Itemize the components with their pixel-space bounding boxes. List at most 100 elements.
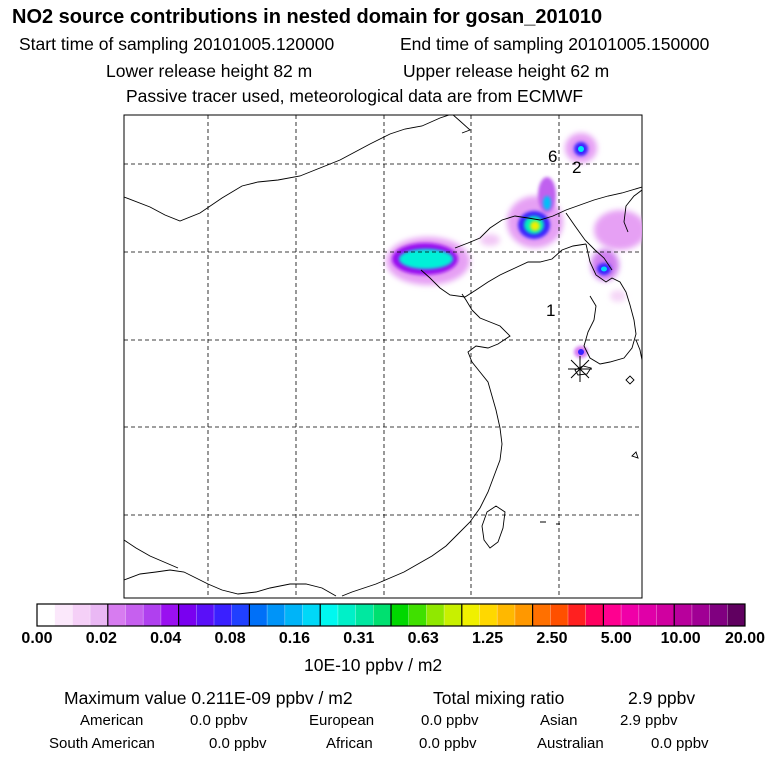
- colorbar-tick-label: 2.50: [536, 630, 568, 647]
- european-label: European: [309, 712, 375, 729]
- colorbar-swatch: [709, 604, 728, 626]
- colorbar-swatch: [408, 604, 427, 626]
- south-american-value: 0.0 ppbv: [209, 735, 267, 752]
- coast-china-east: [341, 309, 511, 597]
- marker-1: 1: [546, 301, 555, 320]
- coast-taiwan: [481, 505, 506, 549]
- island-b: [631, 451, 639, 459]
- colorbar-tick-label: 0.08: [214, 630, 246, 647]
- colorbar-swatch: [585, 604, 604, 626]
- total-mixing-ratio-label: Total mixing ratio: [433, 688, 565, 708]
- colorbar-swatch: [143, 604, 162, 626]
- upper-release-label: Upper release height 62 m: [403, 61, 610, 81]
- colorbar-swatch: [479, 604, 498, 626]
- plume-north-yellow: [530, 221, 540, 231]
- south-american-label: South American: [49, 735, 155, 752]
- marker-6: 6: [548, 147, 557, 166]
- african-value: 0.0 ppbv: [419, 735, 477, 752]
- marker-2: 2: [572, 158, 581, 177]
- colorbar-tick-label: 0.00: [21, 630, 53, 647]
- coast-korea: [583, 243, 637, 365]
- plume-east-outer: [594, 210, 642, 250]
- colorbar-swatch: [532, 604, 551, 626]
- colorbar-swatch: [267, 604, 286, 626]
- colorbar-swatch: [72, 604, 91, 626]
- page-title: NO2 source contributions in nested domai…: [12, 6, 603, 28]
- receptor-star-icon: [568, 356, 592, 382]
- colorbar-swatch: [302, 604, 321, 626]
- colorbar-unit-label: 10E-10 ppbv / m2: [304, 655, 443, 675]
- colorbar-swatch: [196, 604, 215, 626]
- border-southwest: [124, 569, 337, 597]
- european-value: 0.0 ppbv: [421, 712, 479, 729]
- asian-value: 2.9 ppbv: [620, 712, 678, 729]
- plume-east-faint: [610, 290, 626, 302]
- colorbar-swatch: [656, 604, 675, 626]
- colorbar-swatch: [373, 604, 392, 626]
- colorbar-tick-label: 0.63: [407, 630, 439, 647]
- colorbar-swatch: [426, 604, 445, 626]
- passive-tracer-label: Passive tracer used, meteorological data…: [126, 86, 584, 106]
- colorbar-tick-label: 20.00: [724, 630, 766, 647]
- colorbar-tick-label: 1.25: [471, 630, 504, 647]
- end-time-label: End time of sampling 20101005.150000: [400, 34, 710, 54]
- colorbar-swatch: [249, 604, 268, 626]
- colorbar-swatch: [568, 604, 587, 626]
- colorbar-swatch: [284, 604, 303, 626]
- colorbar-swatch: [337, 604, 356, 626]
- american-label: American: [80, 712, 144, 729]
- colorbar-tick-label: 10.00: [660, 630, 701, 647]
- lat-lon-grid: [124, 115, 642, 598]
- concentration-plumes: [386, 133, 642, 358]
- colorbar-swatch: [514, 604, 533, 626]
- colorbar-swatch: [37, 604, 56, 626]
- colorbar-swatch: [461, 604, 480, 626]
- coastlines: [124, 115, 642, 597]
- plume-receptor-core: [578, 349, 584, 355]
- total-mixing-ratio-value: 2.9 ppbv: [628, 688, 696, 708]
- coast-bohai: [420, 243, 587, 298]
- colorbar-swatch: [231, 604, 250, 626]
- coast-shandong: [461, 293, 473, 311]
- island-a: [625, 375, 635, 385]
- colorbar-swatch: [178, 604, 197, 626]
- map-frame: [123, 114, 643, 599]
- colorbar-swatch: [550, 604, 569, 626]
- colorbar: [36, 603, 746, 627]
- maximum-value-label: Maximum value 0.211E-09 ppbv / m2: [64, 688, 353, 708]
- colorbar-swatch: [727, 604, 746, 626]
- coast-east-edge: [623, 189, 642, 233]
- colorbar-border: [36, 603, 746, 627]
- plume-top-core: [578, 146, 584, 152]
- border-southwest-2: [124, 539, 179, 569]
- plume-north-tail: [480, 234, 500, 246]
- american-value: 0.0 ppbv: [190, 712, 248, 729]
- plume-west-core: [399, 249, 453, 269]
- colorbar-tick-label: 0.16: [278, 630, 311, 647]
- colorbar-swatch: [90, 604, 109, 626]
- border-north: [452, 115, 471, 134]
- border-yalu: [565, 212, 613, 271]
- colorbar-swatch: [54, 604, 73, 626]
- border-north-korea: [454, 186, 642, 249]
- colorbar-tick-label: 0.02: [85, 630, 117, 647]
- african-label: African: [326, 735, 373, 752]
- colorbar-swatch: [691, 604, 710, 626]
- colorbar-swatch: [107, 604, 126, 626]
- colorbar-tick-label: 0.31: [343, 630, 375, 647]
- colorbar-tick-label: 5.00: [600, 630, 632, 647]
- colorbar-swatch: [497, 604, 516, 626]
- colorbar-swatch: [125, 604, 144, 626]
- border-mongolia: [124, 115, 451, 222]
- start-time-label: Start time of sampling 20101005.120000: [19, 34, 335, 54]
- colorbar-swatch: [621, 604, 640, 626]
- colorbar-swatch: [674, 604, 693, 626]
- asian-label: Asian: [540, 712, 578, 729]
- lower-release-label: Lower release height 82 m: [106, 61, 313, 81]
- australian-value: 0.0 ppbv: [651, 735, 709, 752]
- coast-east-small: [635, 339, 642, 361]
- colorbar-swatch: [214, 604, 233, 626]
- colorbar-swatch: [603, 604, 622, 626]
- colorbar-swatch: [444, 604, 463, 626]
